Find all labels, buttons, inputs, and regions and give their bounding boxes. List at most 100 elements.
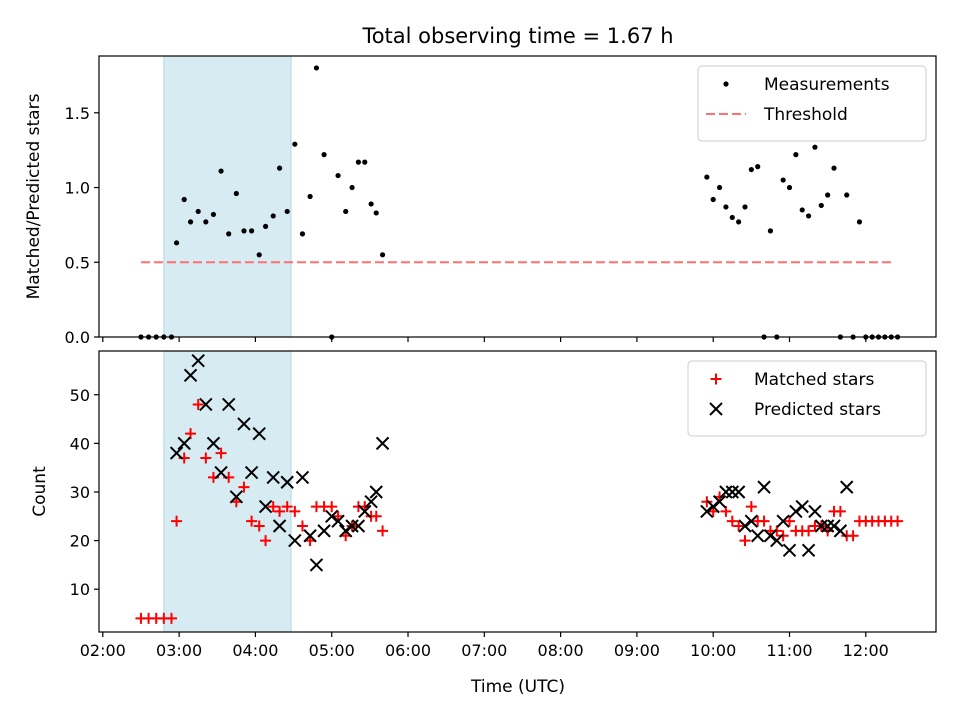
data-point bbox=[309, 558, 324, 572]
data-point bbox=[856, 219, 863, 225]
x-tick-label: 04:00 bbox=[232, 641, 278, 660]
data-point bbox=[177, 436, 191, 451]
y-tick-label: 40 bbox=[70, 434, 90, 453]
x-tick-label: 02:00 bbox=[80, 641, 126, 660]
data-point bbox=[266, 470, 280, 485]
data-point bbox=[280, 475, 294, 489]
x-tick-label: 09:00 bbox=[614, 641, 660, 660]
data-point bbox=[267, 501, 279, 513]
legend-label: Measurements bbox=[764, 75, 890, 95]
legend-box bbox=[687, 360, 927, 437]
y-tick-label: 0.0 bbox=[65, 328, 90, 347]
data-point bbox=[289, 505, 301, 517]
data-point bbox=[258, 499, 273, 514]
data-point bbox=[317, 524, 331, 538]
data-point bbox=[831, 165, 837, 171]
data-point bbox=[181, 196, 187, 203]
count-panel: 10 20 30 40 50 02:00 03:00 04:00 05:00 06:00 07:00… bbox=[30, 350, 937, 660]
data-point bbox=[784, 515, 796, 527]
data-point bbox=[343, 208, 349, 215]
data-point bbox=[368, 201, 374, 207]
y-tick-label: 0.5 bbox=[65, 253, 90, 272]
data-point bbox=[173, 240, 180, 246]
data-point bbox=[281, 501, 293, 513]
x-tick-label: 07:00 bbox=[461, 641, 507, 660]
x-tick-label: 05:00 bbox=[309, 641, 355, 660]
data-point bbox=[238, 481, 250, 493]
data-point bbox=[767, 228, 774, 234]
legend-label: Predicted stars bbox=[754, 400, 881, 420]
data-point bbox=[805, 213, 812, 219]
data-point bbox=[833, 524, 848, 538]
data-point bbox=[349, 184, 355, 191]
legend-box bbox=[697, 65, 927, 142]
data-point bbox=[292, 141, 298, 147]
legend: Measurements Threshold bbox=[697, 65, 927, 142]
chart-title: Total observing time = 1.67 h bbox=[361, 24, 673, 48]
data-point bbox=[700, 504, 714, 519]
data-point bbox=[229, 490, 244, 504]
legend-marker bbox=[709, 402, 723, 416]
data-point bbox=[270, 213, 276, 219]
y-tick-label: 10 bbox=[70, 580, 90, 599]
data-point bbox=[214, 465, 228, 480]
data-point bbox=[321, 152, 327, 158]
ratio-panel: 0.0 0.5 1.0 1.5 Matched/Predicted stars Measu… bbox=[24, 55, 937, 347]
data-point bbox=[812, 144, 818, 150]
y-tick-label: 30 bbox=[70, 483, 90, 502]
data-point bbox=[171, 515, 183, 527]
data-point bbox=[345, 519, 359, 533]
x-tick-label: 12:00 bbox=[843, 641, 889, 660]
data-point bbox=[203, 219, 209, 225]
data-point bbox=[237, 417, 251, 431]
data-point bbox=[303, 529, 317, 543]
y-tick-label: 1.0 bbox=[65, 179, 90, 198]
data-point bbox=[284, 208, 290, 215]
data-point bbox=[799, 207, 805, 213]
data-point bbox=[789, 504, 803, 519]
data-point bbox=[377, 525, 389, 537]
data-point bbox=[185, 428, 197, 440]
data-point bbox=[272, 519, 287, 533]
data-point bbox=[733, 520, 745, 532]
y-axis-label: Count bbox=[30, 466, 50, 517]
data-point bbox=[755, 164, 761, 170]
data-point bbox=[736, 219, 742, 225]
data-point bbox=[763, 529, 778, 543]
data-point bbox=[244, 465, 259, 480]
data-point bbox=[786, 184, 793, 191]
legend: Matched stars Predicted stars bbox=[687, 360, 927, 437]
data-point bbox=[218, 168, 224, 174]
plot-frame bbox=[98, 55, 937, 338]
data-point bbox=[358, 504, 372, 519]
data-point bbox=[183, 368, 198, 383]
observing-window-span bbox=[163, 351, 292, 632]
data-point bbox=[299, 231, 306, 237]
legend-label: Matched stars bbox=[754, 370, 874, 390]
data-point bbox=[744, 514, 759, 528]
data-point bbox=[379, 252, 386, 258]
data-point bbox=[748, 166, 754, 173]
data-point bbox=[710, 196, 716, 203]
data-point bbox=[720, 505, 732, 517]
data-point bbox=[362, 159, 368, 165]
data-point bbox=[326, 501, 338, 513]
y-tick-label: 1.5 bbox=[65, 104, 90, 123]
data-point bbox=[370, 510, 382, 522]
data-point bbox=[844, 192, 850, 198]
y-tick-label: 20 bbox=[70, 532, 90, 551]
data-point bbox=[355, 159, 362, 165]
data-point bbox=[706, 499, 720, 514]
data-point bbox=[274, 505, 286, 517]
data-point bbox=[192, 398, 204, 410]
data-point bbox=[751, 529, 765, 543]
data-point bbox=[803, 525, 815, 537]
data-point bbox=[246, 515, 258, 527]
data-point bbox=[701, 496, 713, 508]
data-point bbox=[233, 190, 239, 197]
data-point bbox=[758, 515, 770, 527]
data-point bbox=[840, 480, 854, 494]
data-point bbox=[820, 519, 835, 533]
data-point bbox=[210, 211, 217, 218]
